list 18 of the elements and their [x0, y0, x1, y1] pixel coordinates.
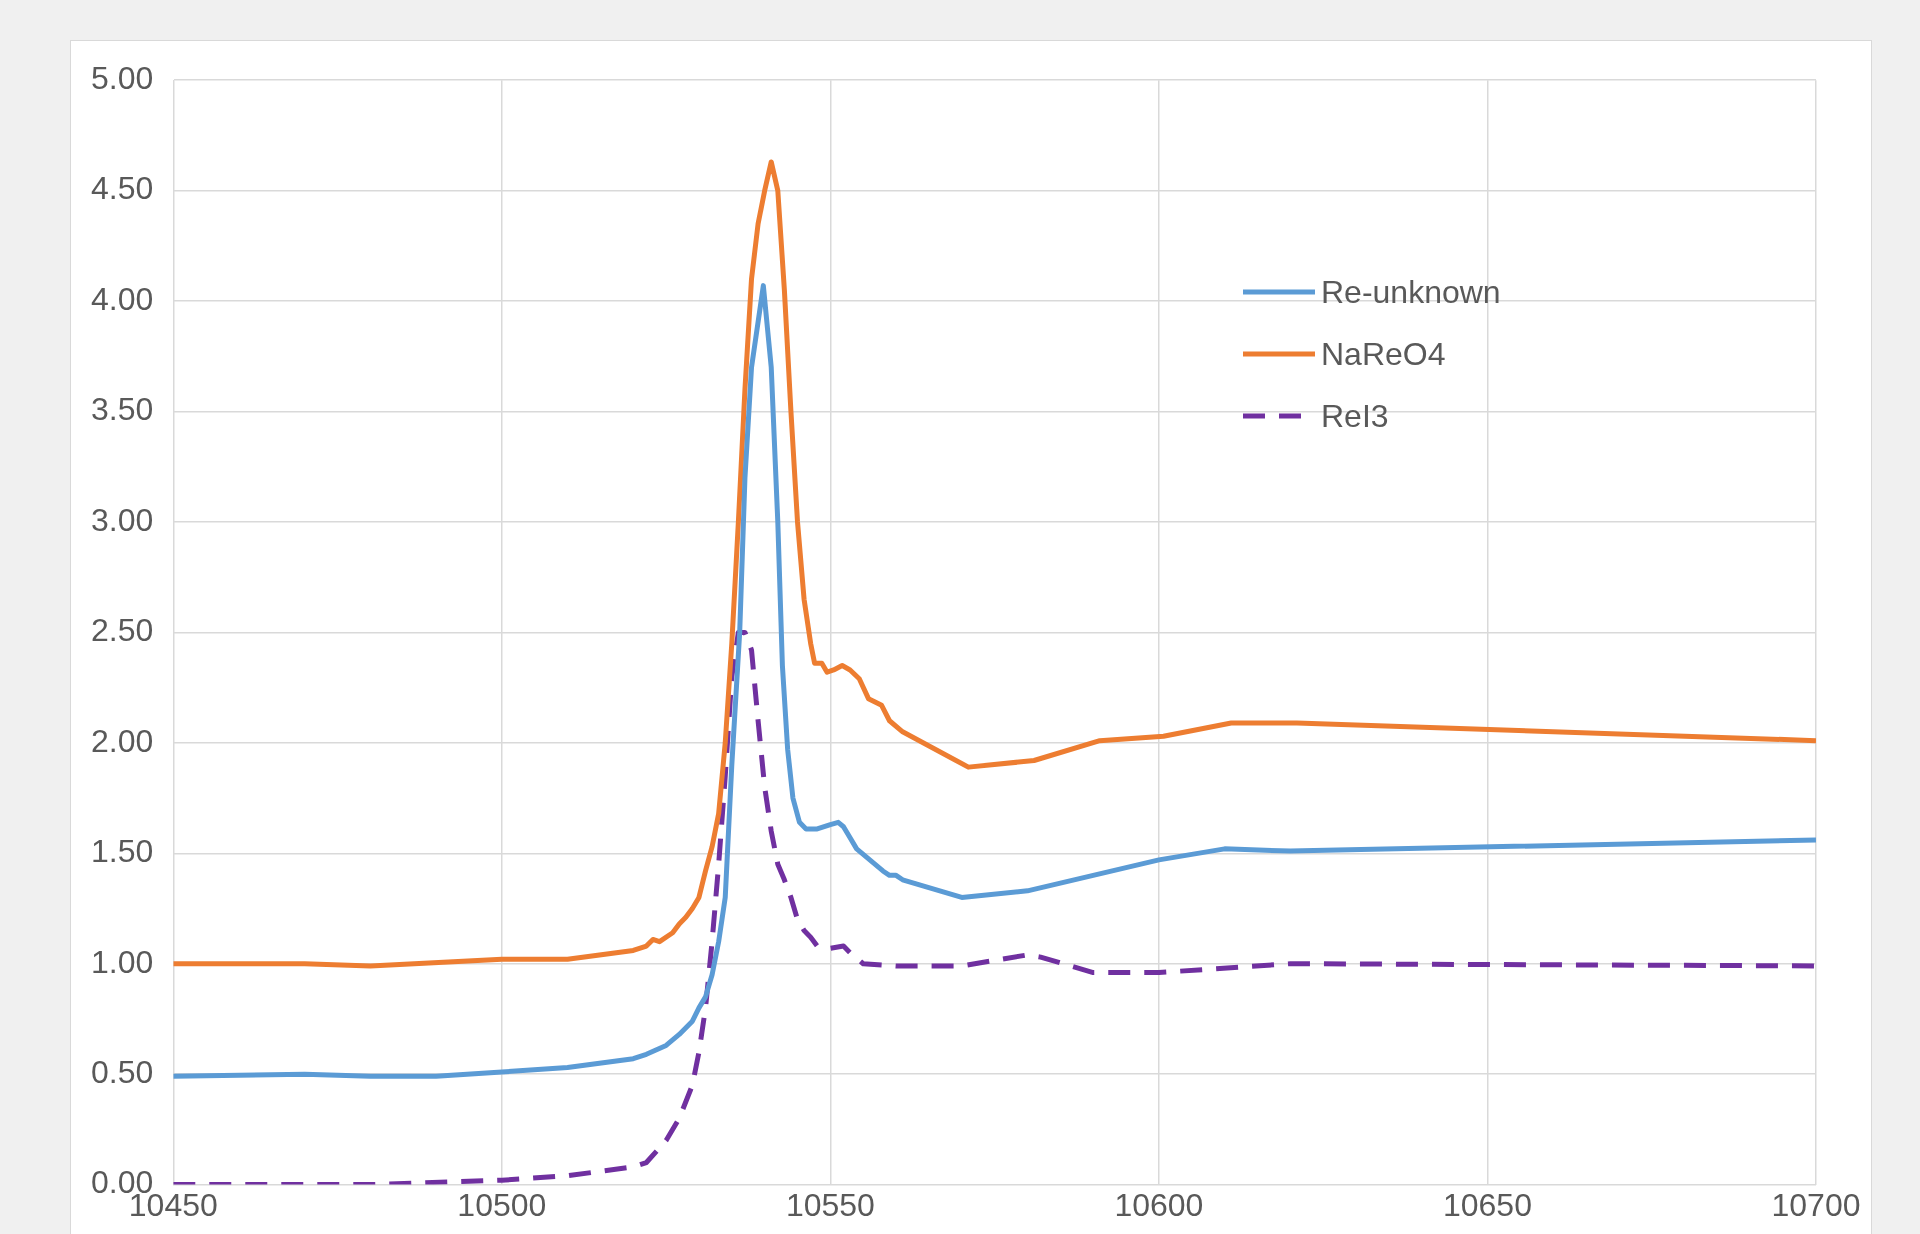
y-tick-label: 5.00 — [91, 60, 154, 97]
y-tick-label: 1.00 — [91, 943, 154, 980]
x-tick-label: 10600 — [1114, 1186, 1204, 1223]
y-tick-label: 0.50 — [91, 1053, 154, 1090]
y-tick-label: 1.50 — [91, 833, 154, 870]
legend-label: Re-unknown — [1321, 273, 1501, 311]
x-tick-label: 10650 — [1442, 1186, 1532, 1223]
y-tick-label: 3.00 — [91, 501, 154, 538]
y-tick-label: 2.00 — [91, 722, 154, 759]
y-tick-label: 4.50 — [91, 170, 154, 207]
x-tick-label: 10700 — [1771, 1186, 1861, 1223]
x-tick-label: 10500 — [457, 1186, 547, 1223]
legend-label: ReI3 — [1321, 397, 1389, 435]
y-tick-label: 4.00 — [91, 280, 154, 317]
y-tick-label: 3.50 — [91, 391, 154, 428]
legend-label: NaReO4 — [1321, 335, 1446, 373]
x-tick-label: 10550 — [785, 1186, 875, 1223]
y-tick-label: 2.50 — [91, 612, 154, 649]
